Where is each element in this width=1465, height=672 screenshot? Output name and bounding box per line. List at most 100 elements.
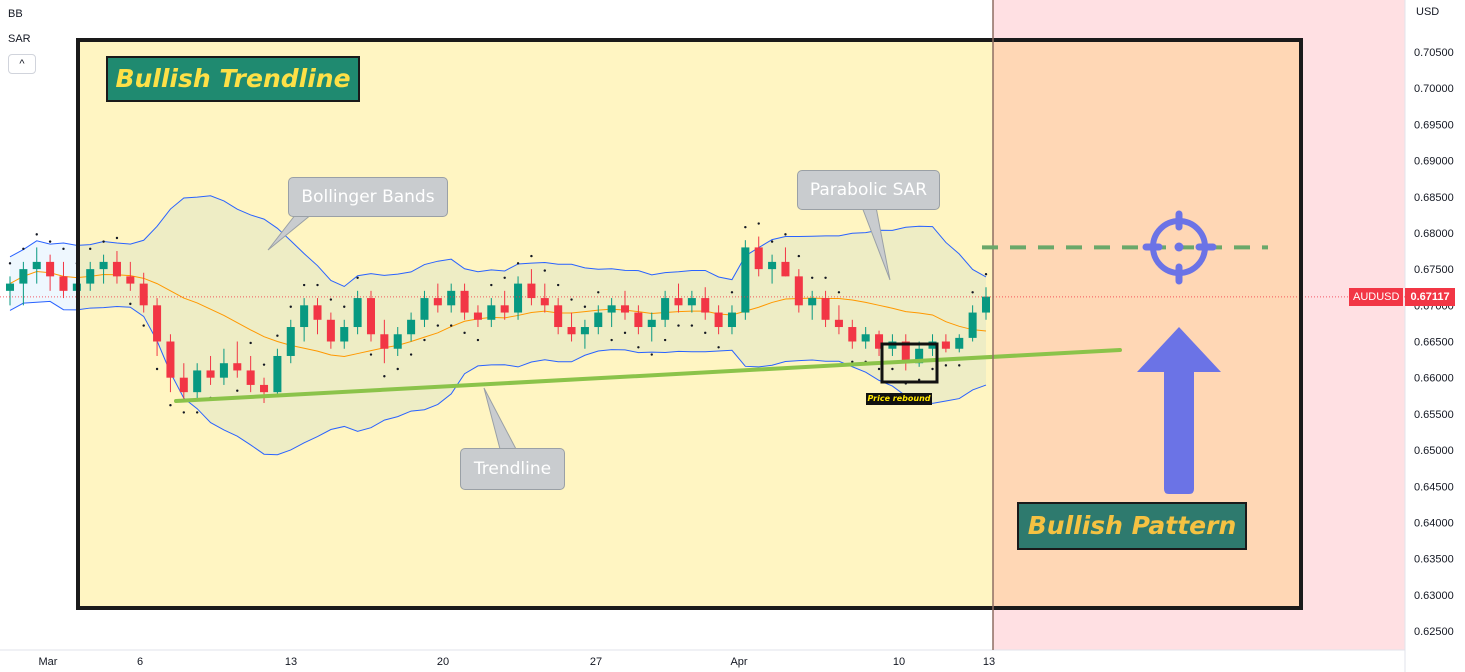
- price-tick-label: 0.64000: [1414, 517, 1454, 529]
- sar-dot: [984, 272, 988, 276]
- candle-body: [821, 298, 830, 320]
- candle-body: [326, 319, 335, 342]
- sar-dot: [463, 331, 466, 335]
- candle-body: [727, 312, 736, 328]
- sar-dot: [837, 291, 841, 294]
- candle: [233, 341, 242, 378]
- sar-dot: [744, 225, 747, 229]
- sar-dot: [797, 254, 801, 258]
- candle-body: [808, 298, 817, 306]
- candle: [714, 305, 723, 335]
- sar-dot: [810, 276, 814, 280]
- time-tick-label: Mar: [39, 656, 58, 668]
- sar-dot: [944, 364, 948, 367]
- candle: [527, 269, 536, 306]
- collapse-indicators-button[interactable]: ^: [8, 54, 36, 74]
- candle: [808, 290, 817, 320]
- crosshair-target-icon: [1142, 210, 1217, 285]
- symbol-badge[interactable]: AUDUSD 0.67117: [1349, 288, 1455, 306]
- sar-dot: [182, 411, 186, 414]
- candle-body: [126, 276, 135, 284]
- candle-body: [794, 276, 803, 306]
- candle-body: [353, 298, 362, 328]
- candle-body: [540, 298, 549, 306]
- candle-body: [768, 261, 777, 270]
- candle: [59, 261, 68, 299]
- candle-body: [647, 319, 656, 328]
- sar-dot: [236, 389, 239, 392]
- candle-body: [714, 312, 723, 328]
- candle: [848, 319, 857, 349]
- candle-body: [661, 298, 670, 320]
- candle-body: [473, 312, 482, 320]
- candle-body: [420, 298, 429, 320]
- sar-dot: [436, 324, 440, 327]
- sar-dot: [917, 378, 921, 382]
- sar-dot: [383, 375, 386, 378]
- sar-dot: [570, 298, 573, 301]
- candle-body: [19, 269, 28, 284]
- candle: [768, 254, 777, 284]
- candle: [861, 327, 870, 349]
- candle: [326, 312, 335, 349]
- sar-dot: [877, 367, 881, 371]
- indicator-label-sar[interactable]: SAR: [8, 33, 31, 45]
- time-tick-label: 10: [893, 656, 905, 668]
- candle-body: [193, 370, 202, 393]
- candle: [554, 298, 563, 335]
- bollinger-fill: [10, 195, 986, 455]
- sar-dot: [476, 338, 480, 342]
- candle-body: [112, 261, 121, 277]
- target-center: [1174, 242, 1184, 252]
- candle-body: [246, 370, 255, 385]
- candle: [32, 247, 41, 284]
- candle: [246, 355, 255, 393]
- indicator-label-bb[interactable]: BB: [8, 8, 23, 20]
- price-tick-label: 0.63000: [1414, 590, 1454, 602]
- up-arrow-icon: [1137, 327, 1221, 494]
- candle-body: [968, 312, 977, 338]
- candle-body: [86, 269, 95, 284]
- candle: [781, 247, 790, 277]
- candle: [393, 327, 402, 356]
- price-tick-label: 0.68000: [1414, 228, 1454, 240]
- candle: [634, 305, 643, 335]
- candle: [112, 251, 121, 284]
- sar-dot: [316, 283, 319, 287]
- candle: [968, 305, 977, 342]
- time-tick-label: 6: [137, 656, 143, 668]
- candle: [500, 290, 509, 320]
- candle-body: [848, 327, 857, 342]
- sar-dot: [610, 338, 613, 342]
- candle-body: [781, 261, 790, 277]
- candle-body: [447, 290, 456, 306]
- candle: [340, 319, 349, 349]
- sar-dot: [343, 305, 346, 308]
- sar-dot: [195, 411, 199, 414]
- sar-dot: [62, 247, 65, 251]
- sar-dot: [356, 276, 359, 280]
- candle: [727, 305, 736, 335]
- candle-body: [273, 355, 282, 393]
- sar-dot: [396, 367, 399, 371]
- sar-dot: [115, 236, 119, 240]
- sar-dot: [129, 302, 132, 306]
- sar-dot: [450, 324, 453, 327]
- candle-body: [514, 283, 523, 313]
- candles-layer: [5, 236, 991, 404]
- sar-dot: [556, 283, 560, 287]
- candle-body: [153, 305, 162, 342]
- sar-dot: [516, 262, 520, 265]
- sar-dot: [637, 346, 640, 349]
- candle: [621, 290, 630, 320]
- candle-body: [139, 283, 148, 306]
- callout-bollinger-bands: Bollinger Bands: [288, 177, 448, 217]
- candle: [567, 312, 576, 342]
- candle: [126, 261, 135, 291]
- candle-body: [941, 341, 950, 349]
- candle-body: [875, 334, 884, 349]
- price-tick-label: 0.69500: [1414, 119, 1454, 131]
- candle-body: [59, 276, 68, 291]
- sar-dot: [784, 233, 787, 236]
